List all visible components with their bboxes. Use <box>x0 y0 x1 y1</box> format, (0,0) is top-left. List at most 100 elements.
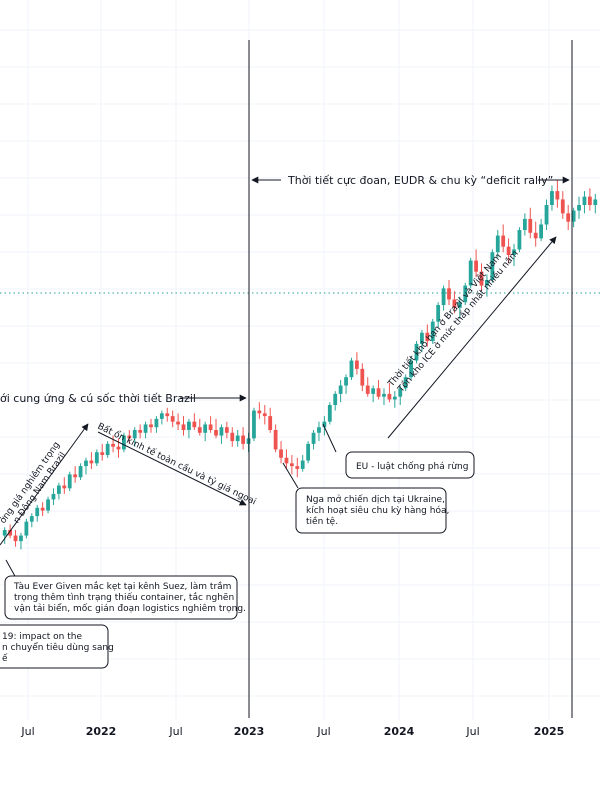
candle-body-57 <box>311 432 316 444</box>
candle-body-107 <box>582 196 587 205</box>
candle-body-16 <box>89 460 94 464</box>
candle-body-8 <box>46 499 50 511</box>
candle-body-12 <box>67 474 72 489</box>
candle-body-28 <box>154 418 159 428</box>
candle-body-85 <box>463 285 468 303</box>
candle-body-84 <box>457 302 462 308</box>
annotation-ever-given-line-2: trọng thêm tình trạng thiếu container, t… <box>14 592 234 603</box>
x-tick-label-1: 2022 <box>86 725 117 738</box>
candle-body-94 <box>512 249 516 255</box>
candle-body-71 <box>387 393 392 400</box>
candle-body-6 <box>35 507 40 517</box>
x-tick-label-6: Jul <box>465 725 479 738</box>
candle-body-99 <box>539 224 544 239</box>
candle-body-0 <box>2 530 7 536</box>
candle-body-35 <box>192 421 197 428</box>
candle-body-22 <box>122 435 126 450</box>
candle-body-93 <box>506 246 511 255</box>
candle-body-5 <box>29 516 34 522</box>
candle-body-47 <box>257 410 262 414</box>
candle-body-73 <box>398 388 403 397</box>
annotation-eudr: EU - luật chống phá rừng <box>322 423 475 479</box>
candle-body-42 <box>230 432 235 442</box>
annotation-ukraine-line-2: kích hoạt siêu chu kỳ hàng hóa, <box>306 505 449 516</box>
candle-body-68 <box>371 388 376 394</box>
candle-body-11 <box>62 485 67 489</box>
annotation-ukraine: Nga mở chiến dịch tại Ukraine, kích hoạt… <box>282 462 449 534</box>
candle-body-55 <box>300 460 305 469</box>
candle-body-26 <box>143 424 148 433</box>
candle-body-89 <box>485 280 489 286</box>
candle-body-74 <box>403 377 408 389</box>
candle-body-10 <box>56 485 61 494</box>
candle-body-17 <box>94 452 99 464</box>
candle-body-43 <box>235 435 240 442</box>
candle-body-29 <box>159 413 164 419</box>
candle-body-67 <box>365 385 370 394</box>
annotation-covid-line-3: ế <box>2 653 8 664</box>
trend-arrow-3 <box>387 236 557 439</box>
candle-body-95 <box>517 230 522 250</box>
candle-body-50 <box>273 430 278 450</box>
candle-body-72 <box>392 396 397 400</box>
candle-body-91 <box>495 235 500 253</box>
candle-body-30 <box>165 413 170 417</box>
candle-body-2 <box>13 535 18 542</box>
candle-body-63 <box>344 377 348 386</box>
candle-body-19 <box>105 443 110 455</box>
candle-body-23 <box>127 435 132 439</box>
x-tick-label-2: Jul <box>168 725 182 738</box>
candle-body-70 <box>382 393 386 397</box>
candle-body-48 <box>262 413 267 417</box>
candle-body-33 <box>181 424 186 430</box>
candle-body-44 <box>241 435 246 444</box>
candle-body-97 <box>528 218 533 233</box>
candle-body-82 <box>447 288 451 300</box>
trend-arrow-1 <box>0 423 89 546</box>
candles-group <box>2 180 598 550</box>
candle-body-21 <box>116 446 121 450</box>
candle-body-79 <box>430 321 435 342</box>
candle-body-3 <box>19 535 23 542</box>
candle-body-109 <box>593 199 598 205</box>
annotation-covid: 19: impact on the n chuyển tiêu dùng san… <box>0 624 114 669</box>
candle-body-83 <box>452 299 457 308</box>
x-axis: Jul 2022 Jul 2023 Jul 2024 Jul 2025 <box>20 725 564 738</box>
candle-body-78 <box>425 332 430 342</box>
diagonal-label-3-line-2: Tồn kho ICE ở mức thấp nhất nhiều năm <box>395 248 521 395</box>
period-header-1: ới cung ứng & cú sốc thời tiết Brazil <box>0 392 196 405</box>
candle-body-108 <box>587 196 592 205</box>
candle-body-49 <box>268 416 273 430</box>
candle-body-58 <box>317 427 321 433</box>
candle-body-7 <box>40 507 45 511</box>
candle-body-69 <box>376 388 381 397</box>
candle-body-32 <box>176 421 180 425</box>
candle-body-100 <box>544 205 549 225</box>
x-tick-label-0: Jul <box>20 725 34 738</box>
candle-body-77 <box>420 332 424 344</box>
candle-body-60 <box>327 405 332 422</box>
candle-body-59 <box>322 421 327 428</box>
candle-body-90 <box>490 252 495 280</box>
candle-body-38 <box>208 424 213 430</box>
candle-body-61 <box>333 393 338 405</box>
diagonal-label-1-line-1: ởng giá nghiêm trọng <box>0 440 62 526</box>
candle-body-96 <box>522 218 527 230</box>
candle-body-34 <box>187 421 191 430</box>
candle-body-37 <box>203 424 208 433</box>
candle-body-1 <box>8 530 13 536</box>
candle-body-53 <box>289 463 294 467</box>
candle-body-14 <box>78 466 83 478</box>
diagonal-label-3: Thời tiết khô hạn ở Brazil và Việt Nam T… <box>385 248 521 395</box>
candle-body-27 <box>149 424 153 428</box>
period-header-2: Thời tiết cực đoan, EUDR & chu kỳ “defic… <box>287 174 553 187</box>
trend-arrow-2 <box>97 431 247 506</box>
candle-body-36 <box>197 427 202 433</box>
candle-body-4 <box>24 521 29 536</box>
candle-body-52 <box>284 457 289 464</box>
annotation-ever-given-line-3: vận tải biển, mốc gián đoạn logistics ng… <box>14 603 246 614</box>
candle-body-40 <box>219 427 224 436</box>
candle-body-103 <box>560 199 565 214</box>
candle-body-102 <box>555 191 560 200</box>
candle-body-75 <box>409 360 413 378</box>
